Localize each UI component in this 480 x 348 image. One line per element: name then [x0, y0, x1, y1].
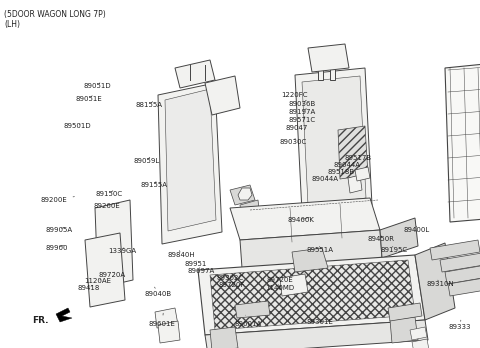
Polygon shape — [95, 200, 133, 288]
Polygon shape — [440, 252, 480, 272]
Text: 88155A: 88155A — [135, 102, 162, 108]
Polygon shape — [205, 320, 428, 348]
Text: 89900: 89900 — [46, 245, 68, 251]
Text: 89197A: 89197A — [289, 109, 316, 115]
Text: 89905A: 89905A — [46, 227, 73, 233]
Text: 89697A: 89697A — [187, 268, 215, 274]
Text: 89601A: 89601A — [234, 315, 262, 327]
Text: 89047: 89047 — [286, 125, 308, 131]
Polygon shape — [240, 200, 260, 223]
Polygon shape — [390, 317, 418, 343]
Text: 1220FC: 1220FC — [281, 92, 307, 98]
Polygon shape — [338, 126, 368, 179]
Text: 89720F: 89720F — [219, 282, 245, 288]
Polygon shape — [388, 303, 422, 321]
Text: 89155A: 89155A — [140, 182, 167, 188]
Text: 89200E: 89200E — [41, 197, 74, 203]
Text: 89362C: 89362C — [217, 275, 244, 282]
Text: 89333: 89333 — [449, 320, 471, 330]
Polygon shape — [56, 308, 72, 322]
Polygon shape — [410, 327, 427, 340]
Polygon shape — [330, 67, 335, 80]
Polygon shape — [240, 230, 382, 268]
Polygon shape — [430, 240, 480, 260]
Text: 1339GA: 1339GA — [108, 248, 136, 254]
Text: 89460K: 89460K — [287, 217, 314, 223]
Polygon shape — [238, 188, 252, 200]
Polygon shape — [308, 44, 349, 72]
Text: (5DOOR WAGON LONG 7P): (5DOOR WAGON LONG 7P) — [4, 10, 106, 19]
Polygon shape — [230, 185, 255, 205]
Text: 89951: 89951 — [185, 261, 207, 267]
Polygon shape — [158, 321, 180, 343]
Text: 89040B: 89040B — [145, 287, 172, 297]
Polygon shape — [412, 339, 429, 348]
Text: 89150C: 89150C — [96, 191, 123, 197]
Polygon shape — [235, 301, 270, 318]
Polygon shape — [210, 327, 238, 348]
Polygon shape — [165, 89, 216, 231]
Text: 1120AE: 1120AE — [84, 278, 111, 284]
Polygon shape — [302, 76, 366, 205]
Polygon shape — [155, 308, 178, 328]
Text: FR.: FR. — [32, 316, 48, 325]
Polygon shape — [230, 198, 380, 240]
Text: 89260E: 89260E — [94, 203, 120, 209]
Text: 89501D: 89501D — [63, 123, 91, 129]
Text: 89051E: 89051E — [76, 96, 103, 102]
Text: 89059L: 89059L — [133, 157, 160, 164]
Polygon shape — [295, 68, 372, 212]
Polygon shape — [445, 60, 480, 222]
Text: 89571C: 89571C — [289, 117, 316, 123]
Text: 89517B: 89517B — [345, 155, 372, 161]
Text: 1140MD: 1140MD — [265, 285, 294, 291]
Text: 89518B: 89518B — [327, 169, 355, 175]
Polygon shape — [380, 218, 418, 258]
Text: 89044A: 89044A — [334, 162, 360, 168]
Polygon shape — [205, 76, 240, 115]
Text: 89310N: 89310N — [426, 280, 454, 287]
Polygon shape — [85, 233, 125, 307]
Text: 89450R: 89450R — [367, 236, 394, 243]
Text: 89551A: 89551A — [306, 246, 333, 253]
Polygon shape — [355, 167, 370, 181]
Text: 89030C: 89030C — [279, 139, 307, 145]
Text: 89036B: 89036B — [289, 100, 316, 107]
Text: 89044A: 89044A — [311, 176, 338, 182]
Polygon shape — [318, 68, 323, 80]
Text: 89051D: 89051D — [84, 83, 112, 89]
Polygon shape — [198, 255, 425, 335]
Text: 89400L: 89400L — [403, 226, 430, 233]
Text: 89195C: 89195C — [380, 246, 408, 253]
Polygon shape — [445, 264, 480, 284]
Text: 89601E: 89601E — [149, 313, 176, 327]
Text: 89720A: 89720A — [98, 272, 126, 278]
Text: 89720E: 89720E — [267, 277, 294, 283]
Polygon shape — [348, 175, 362, 193]
Polygon shape — [448, 276, 480, 296]
Polygon shape — [292, 248, 328, 272]
Text: 89418: 89418 — [78, 285, 100, 291]
Polygon shape — [210, 260, 415, 330]
Text: (LH): (LH) — [4, 20, 20, 29]
Polygon shape — [158, 83, 222, 244]
Polygon shape — [280, 274, 308, 296]
Text: 89840H: 89840H — [167, 251, 195, 258]
Polygon shape — [175, 60, 215, 88]
Text: 89301E: 89301E — [306, 311, 333, 325]
Polygon shape — [415, 243, 455, 320]
